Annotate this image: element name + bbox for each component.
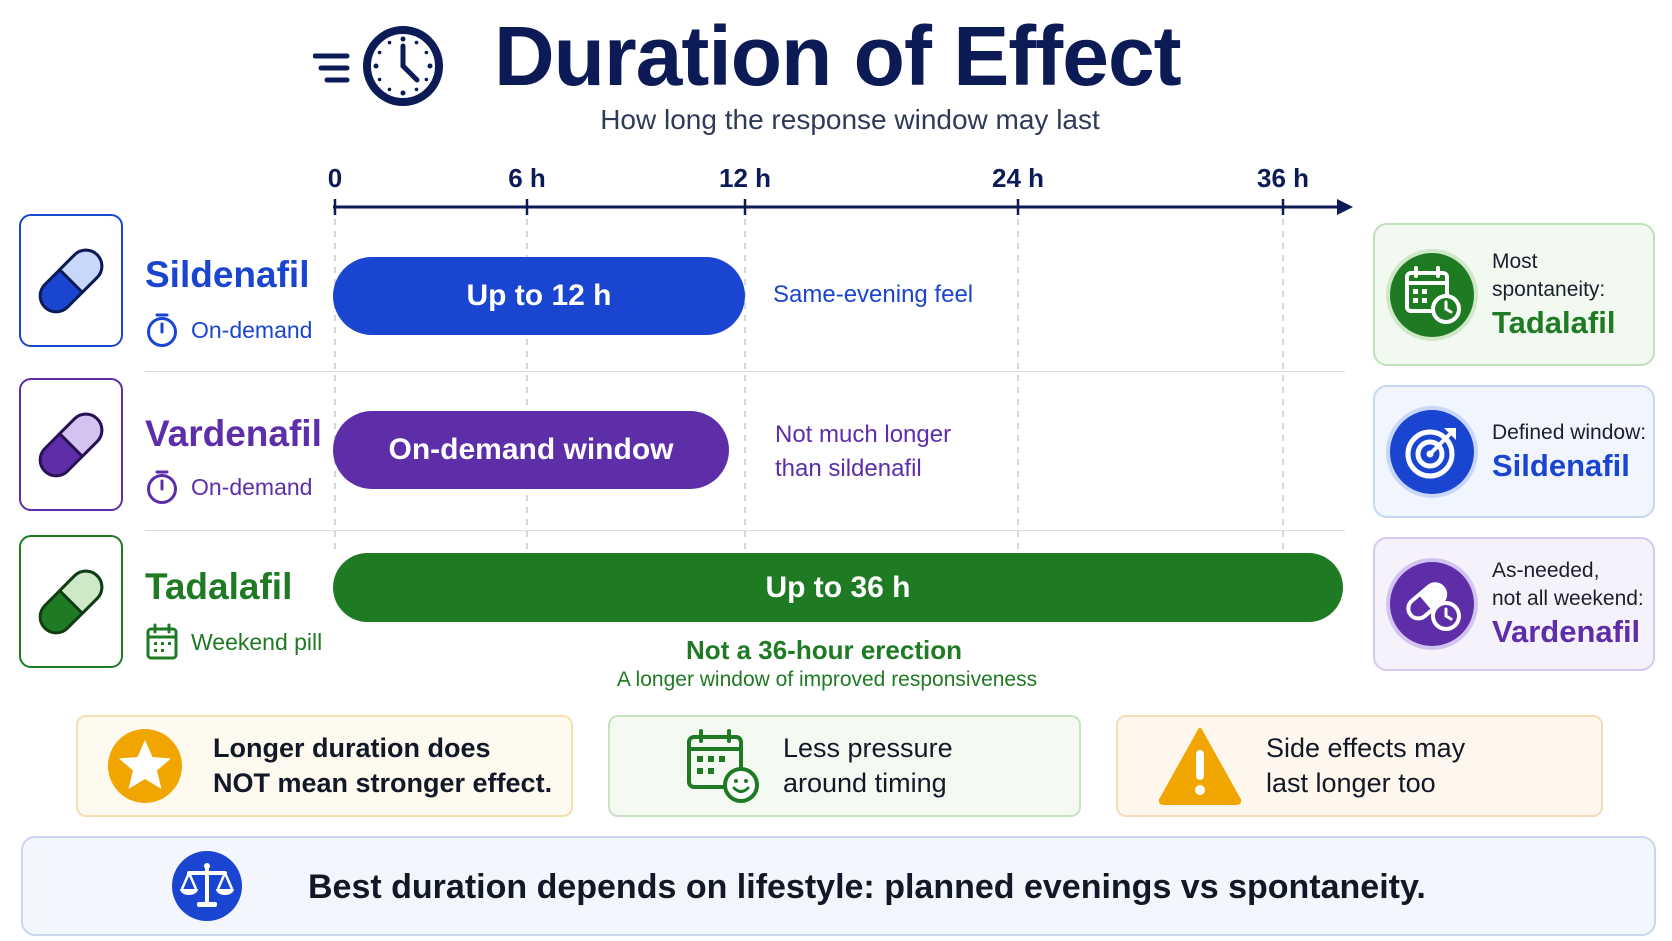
pill-icon [38, 248, 104, 313]
drug-tag-vardenafil: On-demand [145, 469, 312, 505]
tick-label-12h: 12 h [719, 163, 771, 193]
note-line2: around timing [783, 768, 947, 798]
vardenafil-note: Not much longer than sildenafil [775, 418, 951, 486]
calendar-smile-icon [687, 729, 759, 803]
tick-label-36h: 36 h [1257, 163, 1309, 193]
clock-icon [313, 26, 443, 106]
vardenafil-note-line1: Not much longer [775, 421, 952, 448]
tadalafil-note-subtitle: A longer window of improved responsivene… [616, 668, 1038, 691]
row-separator [145, 530, 1345, 531]
note-line2: last longer too [1266, 768, 1436, 798]
side-card-most-spontaneity: Most spontaneity: Tadalafil [1373, 223, 1655, 366]
side-card-caption-line2: not all weekend: [1492, 587, 1644, 610]
drug-tag-sildenafil: On-demand [145, 312, 312, 348]
drug-tag-label: On-demand [191, 316, 313, 343]
star-icon [108, 729, 182, 803]
side-card-value: Tadalafil [1492, 304, 1616, 340]
side-card-value: Sildenafil [1492, 447, 1630, 483]
side-card-as-needed: As-needed, not all weekend: Vardenafil [1373, 537, 1655, 671]
drug-tag-label: Weekend pill [191, 628, 323, 655]
side-card-caption-line1: As-needed, [1492, 559, 1600, 582]
sildenafil-duration-bar: Up to 12 h [333, 257, 745, 335]
target-icon [1386, 405, 1478, 498]
stopwatch-icon [147, 470, 177, 504]
pill-icon [38, 569, 104, 634]
drug-name-tadalafil: Tadalafil [145, 566, 293, 607]
drug-name-vardenafil: Vardenafil [145, 413, 322, 454]
drug-name-sildenafil: Sildenafil [145, 254, 310, 295]
calendar-clock-icon [1386, 248, 1478, 341]
footer-text: Best duration depends on lifestyle: plan… [308, 868, 1426, 906]
drug-tag-label: On-demand [191, 473, 313, 500]
tick-label-6h: 6 h [508, 163, 546, 193]
vardenafil-pill-card [19, 378, 123, 511]
warning-icon [1158, 728, 1242, 805]
note-longer-duration: Longer duration does NOT mean stronger e… [76, 715, 573, 817]
sildenafil-note: Same-evening feel [773, 281, 974, 308]
vardenafil-note-line2: than sildenafil [775, 455, 922, 482]
tick-label-24h: 24 h [992, 163, 1044, 193]
side-card-defined-window: Defined window: Sildenafil [1373, 385, 1655, 518]
note-line1: Side effects may [1266, 733, 1466, 763]
note-line2: NOT mean stronger effect. [213, 768, 553, 798]
drug-tag-tadalafil: Weekend pill [145, 623, 322, 661]
footer-banner [21, 836, 1656, 936]
note-less-pressure: Less pressure around timing [608, 715, 1081, 817]
page-subtitle: How long the response window may last [600, 104, 1100, 135]
tadalafil-duration-bar: Up to 36 h [333, 553, 1343, 622]
pill-clock-icon [1386, 558, 1478, 650]
scale-icon [172, 851, 242, 921]
note-side-effects: Side effects may last longer too [1116, 715, 1603, 817]
stopwatch-icon [147, 313, 177, 347]
side-card-value: Vardenafil [1492, 614, 1641, 649]
sildenafil-pill-card [19, 214, 123, 347]
row-separator [145, 371, 1345, 372]
side-card-caption: Most spontaneity: [1492, 249, 1606, 301]
tick-label-0: 0 [328, 163, 342, 193]
pill-icon [38, 412, 104, 477]
page-title: Duration of Effect [494, 9, 1182, 103]
tadalafil-note-title: Not a 36-hour erection [686, 635, 962, 665]
axis-arrow [1337, 199, 1353, 215]
calendar-icon [146, 623, 178, 660]
side-card-caption: Defined window: [1492, 420, 1647, 444]
vardenafil-duration-bar: On-demand window [333, 411, 729, 489]
tadalafil-pill-card [19, 535, 123, 668]
note-line1: Longer duration does [213, 733, 491, 763]
note-line1: Less pressure [783, 733, 953, 763]
